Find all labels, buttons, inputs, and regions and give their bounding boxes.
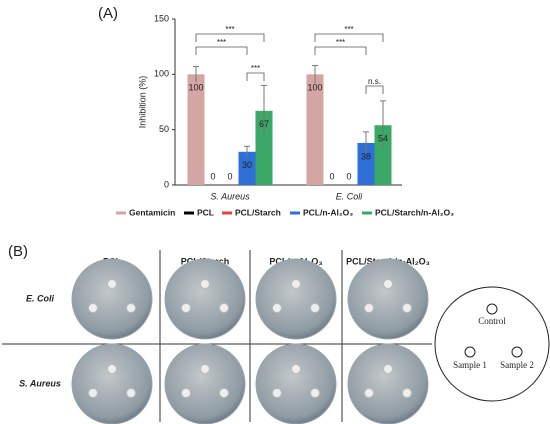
sample-disc — [310, 388, 320, 398]
petri-dish — [164, 343, 246, 424]
sample-disc — [402, 388, 412, 398]
disc-diagram — [486, 303, 498, 315]
petri-dish — [71, 343, 153, 424]
sample-disc — [383, 364, 393, 374]
row-header: S. Aureus — [19, 378, 61, 388]
value-label: 30 — [242, 160, 252, 170]
sample-disc — [107, 364, 117, 374]
bar — [357, 142, 375, 185]
value-label: 0 — [329, 171, 334, 181]
sample-disc — [219, 303, 229, 313]
significance-label: *** — [217, 38, 226, 47]
petri-dish — [71, 258, 153, 340]
sample-disc — [126, 388, 136, 398]
row-header: E. Coli — [26, 293, 55, 303]
significance-label: *** — [336, 38, 345, 47]
legend-label: PCL/Starch — [235, 207, 281, 217]
panel-label: (B) — [8, 243, 28, 260]
panel-label: (A) — [98, 5, 118, 22]
significance-label: *** — [344, 25, 353, 34]
significance-bracket — [314, 46, 367, 55]
y-tick-label: 100 — [154, 69, 169, 79]
y-axis-label: Inhibition (%) — [137, 76, 147, 129]
sample-disc — [88, 388, 98, 398]
value-label: 100 — [307, 83, 322, 93]
sample-disc — [107, 279, 117, 289]
value-label: 100 — [188, 83, 203, 93]
plate-diagram — [434, 286, 550, 402]
sample-disc — [200, 279, 210, 289]
x-tick-label: E. Coli — [336, 191, 364, 201]
sample-disc — [126, 303, 136, 313]
petri-dish — [164, 258, 246, 340]
value-label: 38 — [361, 151, 371, 161]
sample-disc — [364, 388, 374, 398]
significance-label: *** — [251, 64, 260, 73]
sample-disc — [200, 364, 210, 374]
petri-dish — [347, 343, 429, 424]
significance-label: n.s. — [368, 77, 381, 86]
sample-disc — [402, 303, 412, 313]
significance-label: *** — [225, 25, 234, 34]
sample-disc — [291, 364, 301, 374]
x-tick-label: S. Aureus — [210, 191, 250, 201]
y-tick-label: 50 — [159, 124, 169, 134]
value-label: 54 — [378, 134, 388, 144]
petri-dish — [347, 258, 429, 340]
disc-diagram — [511, 346, 523, 358]
significance-bracket — [365, 85, 384, 94]
significance-bracket — [246, 72, 265, 81]
legend-label: PCL/n-Al₂O₃ — [303, 207, 353, 217]
sample-disc — [272, 303, 282, 313]
diagram-label: Sample 1 — [453, 360, 487, 370]
bar — [374, 125, 392, 185]
diagram-label: Control — [478, 316, 506, 326]
value-label: 67 — [259, 119, 269, 129]
sample-disc — [291, 279, 301, 289]
bar — [255, 110, 273, 185]
sample-disc — [383, 279, 393, 289]
significance-bracket — [314, 33, 384, 42]
legend-label: PCL/Starch/n-Al₂O₃ — [375, 207, 454, 217]
diagram-label: Sample 2 — [500, 360, 534, 370]
sample-disc — [272, 388, 282, 398]
sample-disc — [310, 303, 320, 313]
value-label: 0 — [346, 171, 351, 181]
bar — [306, 74, 324, 185]
sample-disc — [364, 303, 374, 313]
y-tick-label: 0 — [164, 179, 169, 189]
legend-label: PCL — [197, 207, 214, 217]
sample-disc — [181, 303, 191, 313]
petri-dish — [255, 343, 337, 424]
significance-bracket — [195, 33, 265, 42]
y-tick-label: 150 — [154, 13, 169, 23]
legend-label: Gentamicin — [129, 207, 175, 217]
value-label: 0 — [227, 171, 232, 181]
sample-disc — [219, 388, 229, 398]
bar — [187, 74, 205, 185]
disc-diagram — [464, 346, 476, 358]
sample-disc — [181, 388, 191, 398]
bar — [238, 151, 256, 185]
value-label: 0 — [210, 171, 215, 181]
significance-bracket — [195, 46, 248, 55]
sample-disc — [88, 303, 98, 313]
petri-dish — [255, 258, 337, 340]
